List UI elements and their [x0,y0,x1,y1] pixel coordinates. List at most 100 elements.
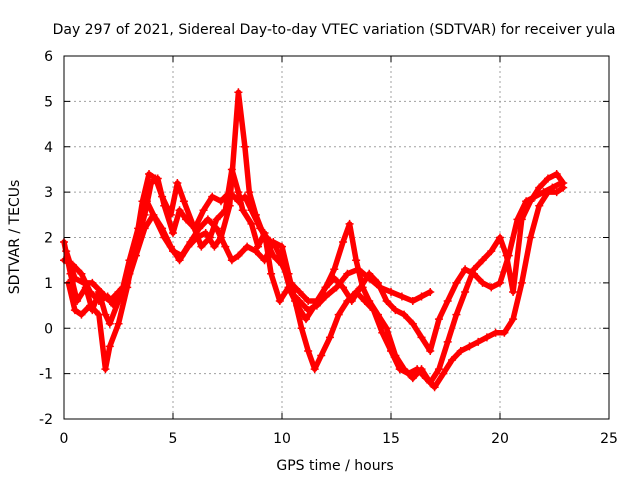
data-point [557,179,566,188]
data-point [149,210,158,219]
data-point [295,287,304,296]
data-point [443,297,452,306]
data-point [400,310,409,319]
data-point [97,287,106,296]
data-traces [60,88,568,392]
data-point [179,197,188,206]
data-point [456,346,465,355]
data-point [105,297,114,306]
data-point [210,242,219,251]
data-point [105,342,114,351]
data-point [275,297,284,306]
data-point [105,319,114,328]
data-point [487,247,496,256]
data-point [267,269,276,278]
data-point [138,197,147,206]
data-point [70,274,79,283]
data-point [234,88,243,97]
data-point [86,301,95,310]
data-point [227,256,236,265]
data-point [522,197,531,206]
data-point [70,306,79,315]
x-tick-label: 0 [60,431,69,447]
axis-ticks [63,55,610,420]
data-point [278,260,286,269]
data-point [548,183,557,192]
data-point [509,315,518,324]
data-point [203,215,212,224]
data-point [539,188,548,197]
data-point [234,188,243,197]
data-point [417,333,426,342]
y-tick-label: 2 [44,231,53,247]
data-point [260,233,269,242]
data-point [434,315,443,324]
data-point [317,351,326,360]
data-point [434,365,443,374]
data-point [310,365,319,374]
data-point [151,174,160,183]
data-point [461,287,470,296]
data-point [356,283,365,292]
data-point [86,287,95,296]
data-point [94,310,103,319]
data-point [123,278,132,287]
data-point [530,192,539,201]
y-axis-label: SDTVAR / TECUs [7,180,23,295]
data-point [417,292,426,301]
data-point [251,210,260,219]
data-point [192,233,201,242]
data-point [110,301,119,310]
data-point [552,188,561,197]
data-point [297,324,306,333]
data-point [339,238,348,247]
data-point [373,278,382,287]
data-point [491,328,500,337]
data-point [452,278,461,287]
data-point [158,192,167,201]
data-point [382,324,391,333]
data-point [188,219,197,228]
data-point [426,346,435,355]
data-point [199,206,208,215]
data-point [77,310,86,319]
y-tick-label: -1 [39,367,53,383]
data-point [443,337,452,346]
data-point [243,242,252,251]
data-point [430,383,439,392]
data-point [334,310,343,319]
x-tick-label: 20 [491,431,509,447]
data-point [417,365,426,374]
data-point [478,278,487,287]
data-point [221,242,230,251]
data-point [312,297,321,306]
data-point [175,256,184,265]
data-point [365,297,374,306]
data-point [426,378,435,387]
data-point [408,319,417,328]
data-point [301,315,310,324]
data-point [330,274,339,283]
data-point [216,233,225,242]
data-point [278,242,286,251]
data-point [408,374,417,383]
data-point [343,269,352,278]
data-point [238,206,247,215]
x-tick-labels: 0 5 10 15 20 25 [60,431,618,447]
data-point [197,242,206,251]
data-point [88,278,97,287]
data-point [378,328,387,337]
y-tick-label: 6 [44,49,53,65]
data-point [304,346,313,355]
data-point [535,201,544,210]
data-point [391,351,400,360]
data-point [131,251,140,260]
data-point [212,215,221,224]
data-point [482,333,491,342]
data-point [461,265,470,274]
y-tick-label: -2 [39,412,53,428]
x-axis-label: GPS time / hours [276,458,393,474]
data-point [114,319,123,328]
data-point [158,224,167,233]
data-point [382,297,391,306]
